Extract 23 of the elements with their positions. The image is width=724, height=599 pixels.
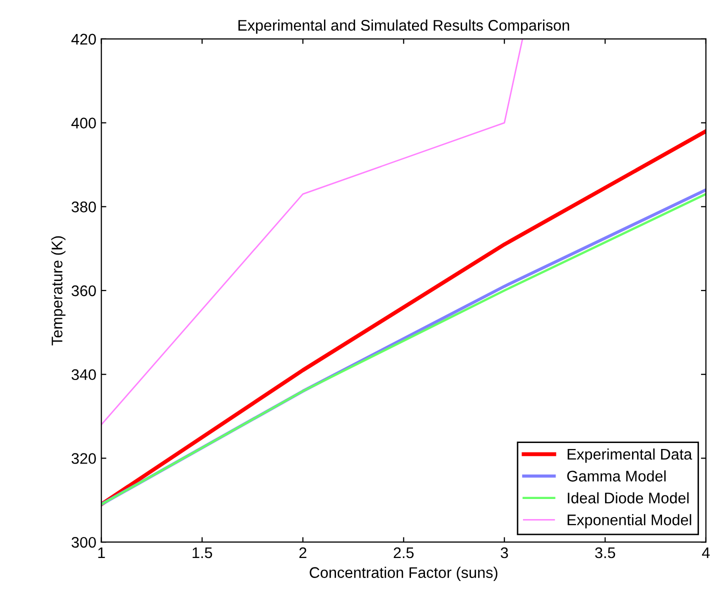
legend-label: Exponential Model (568, 514, 692, 528)
line-series (101, 38, 524, 426)
x-tick-label: 3.5 (595, 547, 616, 558)
x-tick-label: 4 (702, 548, 710, 558)
legend-label: Gamma Model (567, 470, 666, 482)
y-tick-label: 400 (71, 118, 96, 128)
y-axis-title: Temperature (K) (51, 236, 66, 346)
y-tick-label: 380 (72, 202, 96, 212)
legend-label: Experimental Data (568, 448, 692, 463)
x-tick-label: 2.5 (394, 547, 414, 558)
y-tick-label: 320 (72, 453, 96, 464)
y-tick-label: 300 (72, 536, 96, 548)
y-tick-label: 360 (72, 285, 96, 296)
line-series (101, 129, 706, 506)
x-axis-title: Concentration Factor (suns) (310, 566, 498, 581)
chart-title: Experimental and Simulated Results Comparison (238, 20, 570, 34)
x-tick-label: 2 (299, 547, 306, 558)
y-tick-label: 340 (72, 369, 96, 380)
legend-label: Ideal Diode Model (568, 492, 689, 504)
x-tick-label: 1 (98, 548, 105, 558)
x-tick-label: 3 (500, 547, 508, 558)
x-tick-label: 1.5 (192, 548, 212, 558)
y-tick-label: 420 (71, 34, 96, 45)
